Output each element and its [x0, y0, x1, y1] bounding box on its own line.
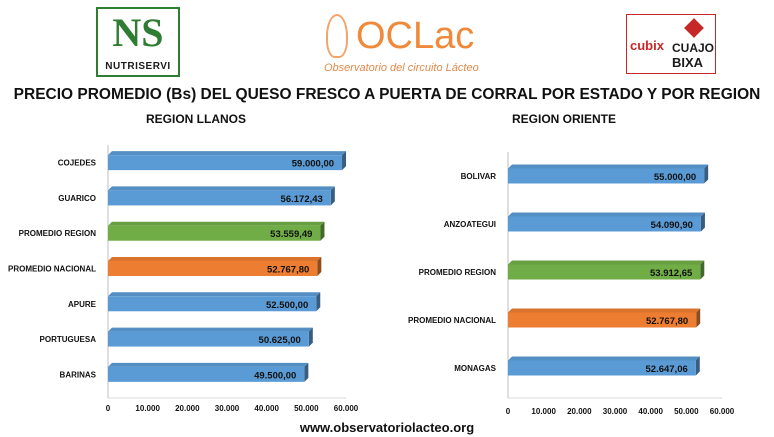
bar-top-llanos-promedio-nacional [108, 257, 322, 261]
bar-side-llanos-portuguesa [308, 327, 313, 347]
bar-oriente-monagas [508, 360, 696, 376]
nutriservi-logo: NS NUTRISERVI [96, 7, 180, 77]
oclac-logo-name: OCLac [356, 15, 475, 57]
nutriservi-logo-mark: NS [112, 10, 164, 55]
bar-oriente-anzoategui [508, 216, 701, 232]
x-tick-label-oriente-5: 50.000 [674, 407, 699, 416]
bar-top-llanos-barinas [108, 362, 309, 367]
chart-title-llanos: REGION LLANOS [146, 112, 247, 126]
cubix-logo: cubix CUAJO BIXA [622, 14, 718, 78]
x-tick-label-llanos-5: 50.000 [294, 404, 319, 413]
x-tick-label-oriente-0: 0 [506, 407, 511, 416]
cubix-logo-line1: CUAJO [672, 41, 715, 55]
x-tick-label-llanos-4: 40.000 [254, 404, 279, 413]
footer-url: www.observatoriolacteo.org [299, 420, 475, 435]
oclac-logo: OCLac Observatorio del circuito Lácteo [318, 10, 479, 80]
cubix-logo-line2: BIXA [672, 55, 704, 70]
bar-top-llanos-guarico [108, 186, 335, 191]
category-label-oriente-bolivar: BOLIVAR [461, 172, 497, 181]
data-label-llanos-cojedes: 59.000,00 [292, 159, 334, 170]
x-tick-label-oriente-4: 40.000 [638, 407, 663, 416]
bar-top-oriente-bolivar [508, 164, 709, 169]
data-label-llanos-guarico: 56.172,43 [281, 194, 323, 205]
nutriservi-logo-text: NUTRISERVI [105, 61, 171, 72]
category-label-oriente-promedio-nacional: PROMEDIO NACIONAL [408, 316, 496, 325]
bar-top-llanos-promedio-region [108, 221, 325, 226]
bar-top-llanos-apure [108, 292, 321, 297]
bar-side-oriente-anzoategui [700, 212, 705, 232]
x-tick-label-oriente-1: 10.000 [531, 407, 556, 416]
x-tick-label-llanos-6: 60.000 [334, 404, 359, 413]
oclac-logo-subtitle: Observatorio del circuito Lácteo [324, 62, 479, 74]
data-label-llanos-barinas: 49.500,00 [254, 370, 296, 381]
category-label-llanos-promedio-region: PROMEDIO REGION [19, 229, 97, 238]
bar-oriente-bolivar [508, 168, 705, 184]
category-label-llanos-apure: APURE [68, 300, 97, 309]
page-title: PRECIO PROMEDIO (Bs) DEL QUESO FRESCO A … [13, 86, 761, 103]
bar-side-oriente-monagas [695, 356, 700, 376]
category-label-llanos-cojedes: COJEDES [58, 159, 97, 168]
data-label-oriente-promedio-nacional: 52.767,80 [646, 316, 688, 327]
bar-side-llanos-promedio-nacional [317, 257, 322, 276]
cubix-logo-frame [626, 14, 716, 74]
data-label-llanos-promedio-region: 53.559,49 [270, 229, 312, 240]
bar-top-oriente-anzoategui [508, 212, 705, 217]
bar-side-oriente-promedio-region [700, 260, 705, 280]
x-tick-label-llanos-3: 30.000 [215, 404, 240, 413]
category-label-oriente-promedio-region: PROMEDIO REGION [419, 268, 497, 277]
category-label-llanos-barinas: BARINAS [60, 370, 97, 379]
bar-llanos-promedio-region [108, 225, 321, 241]
bar-oriente-promedio-region [508, 264, 701, 280]
cubix-logo-brand: cubix [630, 38, 664, 53]
x-tick-label-oriente-6: 60.000 [710, 407, 735, 416]
x-tick-label-llanos-2: 20.000 [175, 404, 200, 413]
data-label-oriente-anzoategui: 54.090,90 [651, 220, 693, 231]
x-tick-label-oriente-3: 30.000 [603, 407, 628, 416]
bar-top-llanos-portuguesa [108, 327, 313, 332]
bar-side-llanos-barinas [304, 362, 309, 382]
x-tick-label-llanos-1: 10.000 [135, 404, 160, 413]
bar-side-oriente-promedio-nacional [696, 308, 701, 328]
bar-llanos-barinas [108, 366, 305, 382]
bar-side-llanos-guarico [330, 186, 335, 206]
bar-llanos-promedio-nacional [108, 261, 318, 276]
x-tick-label-oriente-2: 20.000 [567, 407, 592, 416]
chart-title-oriente: REGION ORIENTE [512, 112, 617, 126]
category-label-oriente-anzoategui: ANZOATEGUI [444, 220, 496, 229]
bar-side-llanos-apure [316, 292, 321, 312]
bar-llanos-guarico [108, 190, 331, 206]
bar-top-llanos-cojedes [108, 151, 347, 156]
bar-llanos-portuguesa [108, 331, 309, 347]
category-label-llanos-portuguesa: PORTUGUESA [40, 335, 97, 344]
category-label-llanos-guarico: GUARICO [58, 194, 96, 203]
bar-side-llanos-promedio-region [320, 221, 325, 241]
data-label-oriente-bolivar: 55.000,00 [654, 172, 696, 183]
data-label-llanos-apure: 52.500,00 [266, 300, 308, 311]
bar-top-oriente-monagas [508, 356, 700, 361]
bar-llanos-cojedes [108, 155, 343, 171]
data-label-llanos-promedio-nacional: 52.767,80 [267, 265, 309, 276]
x-tick-label-llanos-0: 0 [106, 404, 111, 413]
bar-side-llanos-cojedes [342, 151, 347, 171]
bar-llanos-apure [108, 296, 317, 312]
category-label-llanos-promedio-nacional: PROMEDIO NACIONAL [8, 265, 96, 274]
bar-top-oriente-promedio-nacional [508, 308, 701, 313]
bar-side-oriente-bolivar [704, 164, 709, 184]
milk-drop-icon [326, 14, 348, 58]
bar-top-oriente-promedio-region [508, 260, 705, 265]
data-label-oriente-promedio-region: 53.912,65 [650, 268, 693, 279]
data-label-oriente-monagas: 52.647,06 [646, 364, 688, 375]
category-label-oriente-monagas: MONAGAS [454, 364, 496, 373]
data-label-llanos-portuguesa: 50.625,00 [259, 335, 301, 346]
bar-oriente-promedio-nacional [508, 312, 697, 328]
